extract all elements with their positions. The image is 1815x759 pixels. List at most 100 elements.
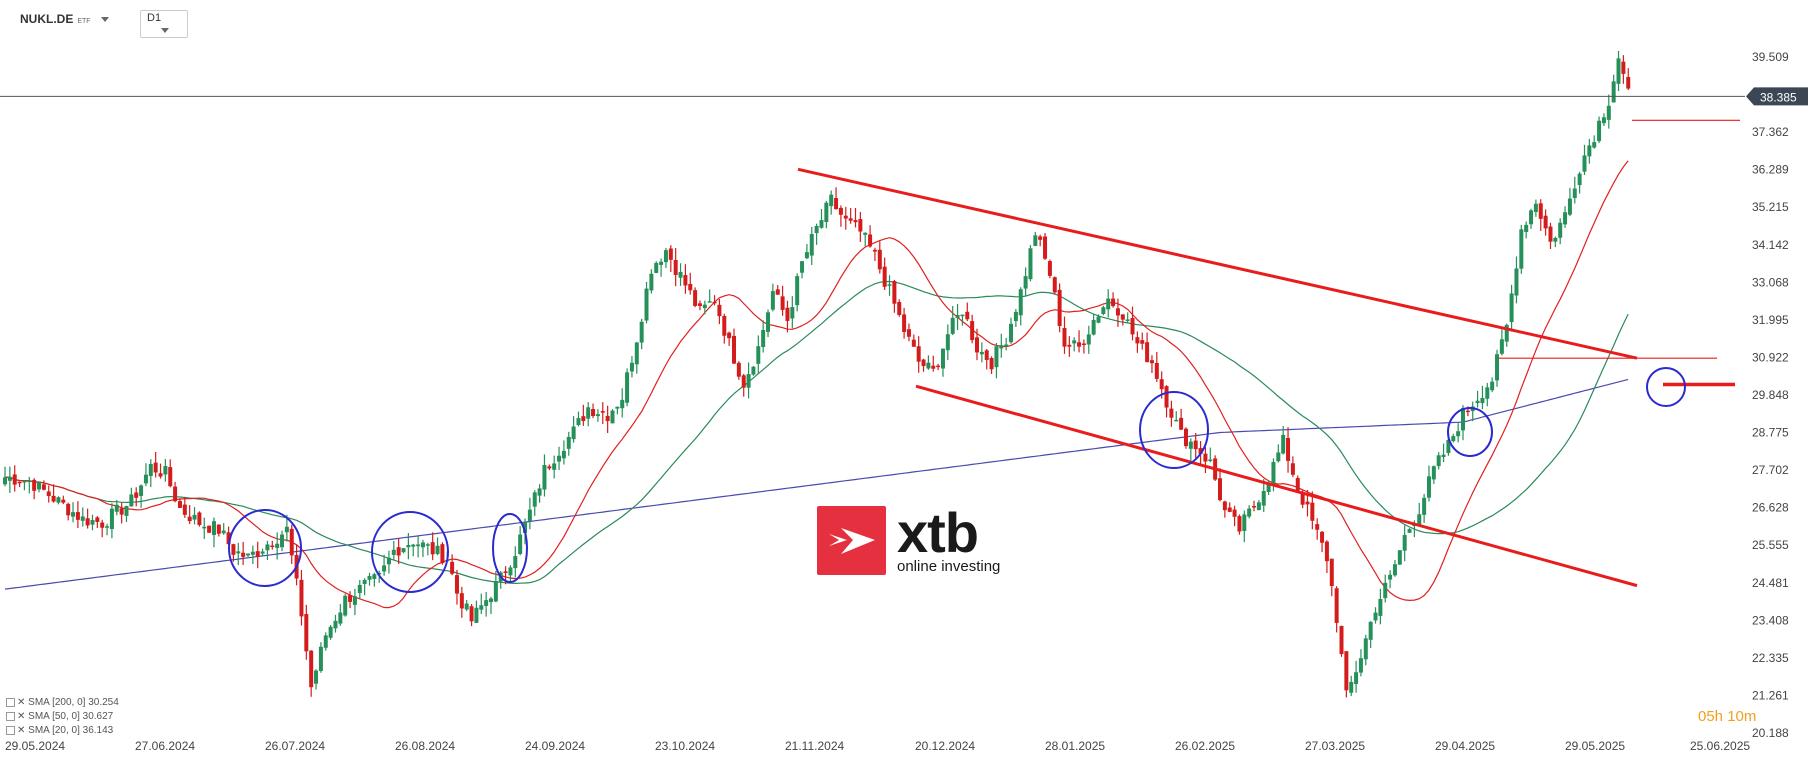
candle-body [338,612,343,624]
candle [1426,465,1431,502]
candle-body [1538,203,1543,219]
candle-body [707,301,712,303]
candle [1086,325,1091,354]
candle-body [591,409,596,416]
candle-body [299,579,304,617]
timeframe-selector[interactable]: D1 [140,10,188,38]
candle-body [211,521,216,535]
candle [746,362,751,399]
candle [464,599,469,611]
candle [1315,518,1320,540]
candle-body [416,544,421,547]
candle [940,348,945,377]
candle-body [1305,501,1310,505]
price-tick-label: 20.188 [1752,726,1789,740]
candle-body [1368,621,1373,640]
candle-body [561,450,566,459]
candle-body [1626,76,1631,89]
candle [702,300,707,315]
candle-body [868,234,873,247]
candle [420,539,425,558]
candle-body [1456,431,1461,437]
candle [955,303,960,330]
candle-body [459,593,464,609]
candle [1354,660,1359,693]
candle-body [795,276,800,306]
candle-body [56,497,61,503]
candle-body [751,366,756,375]
candle-body [902,314,907,332]
candle-body [71,512,76,517]
candle [581,404,586,426]
candle [571,416,576,443]
candle-body [1086,334,1091,345]
price-tick-label: 31.995 [1752,313,1789,327]
candle-body [260,551,265,554]
candle-body [411,544,416,547]
candle [916,336,921,373]
candle [1135,331,1140,353]
candle-body [396,547,401,556]
candle [1125,312,1130,323]
candle [1538,199,1543,231]
candle-body [586,407,591,419]
candle-body [304,614,309,652]
symbol-selector[interactable]: NUKL.DE ETF [20,12,109,26]
candle-body [1057,289,1062,326]
candle-body [1115,308,1120,316]
candle-body [1106,298,1111,310]
time-axis: 29.05.2024 27.06.2024 26.07.2024 26.08.2024… [5,739,1750,753]
candle [362,578,367,596]
candle [1543,209,1548,236]
candle [1286,427,1291,473]
indicator-legend-sma200[interactable]: ✕ SMA [200, 0] 30.254 [6,697,119,708]
candle-body [1281,434,1286,454]
logo-wordmark: xtb [897,501,979,564]
candle-body [1441,454,1446,458]
candle [105,523,110,536]
candle-body [61,499,66,503]
candle-body [848,218,853,221]
candle [659,258,664,277]
candle-body [897,301,902,315]
candle-body [1446,439,1451,454]
current-price-marker: 38.385 [1746,87,1808,106]
candle [231,543,236,562]
candle-body [309,650,314,688]
candle-body [668,248,673,260]
candle-body [970,321,975,341]
candle-body [391,549,396,555]
symbol-type: ETF [77,18,91,25]
candle [202,517,207,540]
candle [459,586,464,618]
price-tick-label: 30.922 [1752,350,1789,364]
candle-body [1587,145,1592,157]
candle [931,355,936,372]
settings-icon [6,711,15,721]
candle-body [7,476,12,481]
candle [1436,452,1441,470]
candle-body [1572,188,1577,198]
candle-body [1271,461,1276,484]
candle [1621,55,1626,84]
candle [800,261,805,279]
candle [1567,187,1572,217]
candle-body [741,375,746,388]
candle-body [994,346,999,368]
indicator-legend-sma20[interactable]: ✕ SMA [20, 0] 36.143 [6,725,113,736]
candle [192,507,197,525]
candle [1606,94,1611,129]
candle-body [46,491,51,497]
candle-body [202,526,207,529]
candle [333,614,338,633]
candle [1130,306,1135,341]
candle [61,495,66,505]
indicator-legend-sma50[interactable]: ✕ SMA [50, 0] 30.627 [6,711,113,722]
candle-body [746,374,751,388]
candle [848,207,853,224]
candle-body [1499,339,1504,354]
candle-body [163,466,168,475]
candle [1140,332,1145,350]
candle-body [1033,235,1038,246]
